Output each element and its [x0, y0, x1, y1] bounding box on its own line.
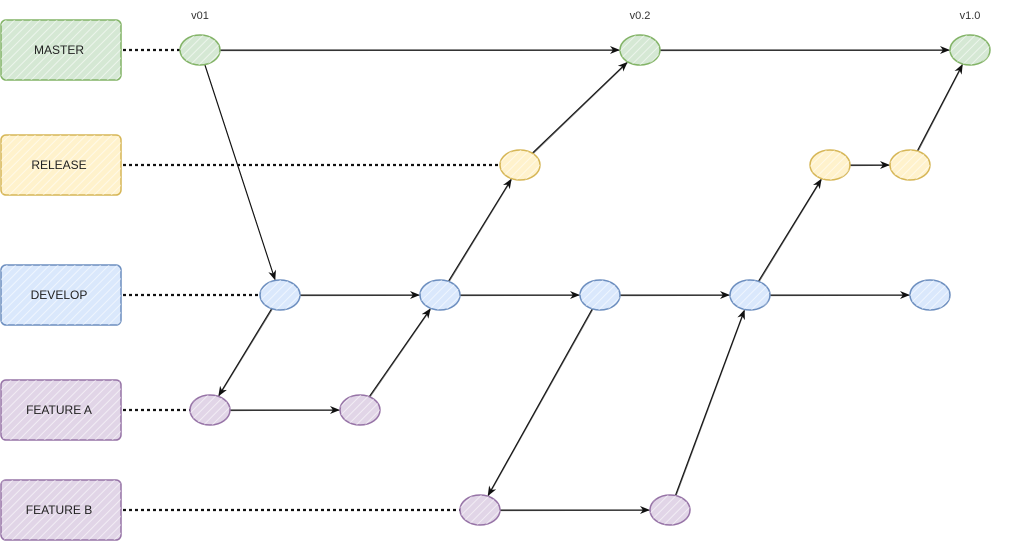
- edge-d1-fa1: [218, 308, 273, 397]
- version-tag: v1.0: [960, 10, 981, 22]
- commit-node-r1: [499, 149, 541, 181]
- edge-sketch-stroke: [448, 179, 512, 283]
- commit-hatch: [420, 280, 460, 310]
- edge-sketch-stroke: [218, 309, 273, 397]
- commit-hatch: [180, 35, 220, 65]
- branch-label-text: FEATURE B: [26, 503, 92, 517]
- commit-node-r2: [809, 149, 851, 181]
- tag-label-layer: v01 v0.2 v1.0: [191, 10, 980, 22]
- edge-fa2-d2: [368, 308, 431, 398]
- commit-hatch: [580, 280, 620, 310]
- commit-hatch: [500, 150, 540, 180]
- branch-label-text: MASTER: [34, 43, 84, 57]
- commit-node-m1: [179, 34, 221, 66]
- commit-edge-layer: [204, 46, 963, 514]
- commit-node-d4: [729, 279, 771, 311]
- edge-sketch-stroke: [532, 62, 628, 155]
- edge-d2-r1: [447, 178, 512, 282]
- version-tag: v0.2: [630, 10, 651, 22]
- edge-fb2-d4: [674, 309, 745, 496]
- commit-hatch: [950, 35, 990, 65]
- commit-hatch: [890, 150, 930, 180]
- branch-label-text: FEATURE A: [26, 403, 92, 417]
- commit-node-fa1: [189, 394, 231, 426]
- branch-label-develop: DEVELOP: [0, 264, 122, 326]
- commit-node-m2: [619, 34, 661, 66]
- edge-d3-fb1: [487, 308, 593, 497]
- edge-r1-m2: [531, 61, 628, 154]
- commit-node-fb2: [649, 494, 691, 526]
- branch-label-text: DEVELOP: [31, 288, 88, 302]
- commit-hatch: [910, 280, 950, 310]
- commit-node-d2: [419, 279, 461, 311]
- branch-label-master: MASTER: [0, 19, 122, 81]
- edge-sketch-stroke: [369, 309, 431, 398]
- branch-box-hatch: [1, 265, 121, 325]
- branch-label-feature-b: FEATURE B: [0, 479, 122, 541]
- branch-label-feature-a: FEATURE A: [0, 379, 122, 441]
- edge-sketch-stroke: [917, 65, 963, 152]
- commit-hatch: [190, 395, 230, 425]
- branch-connector-layer: [123, 48, 500, 512]
- commit-node-d3: [579, 279, 621, 311]
- edge-sketch-stroke: [205, 65, 276, 281]
- commit-hatch: [650, 495, 690, 525]
- edge-d4-r2: [757, 178, 822, 282]
- commit-node-d1: [259, 279, 301, 311]
- edge-sketch-stroke: [488, 309, 594, 497]
- branch-label-text: RELEASE: [31, 158, 86, 172]
- branch-box-hatch: [1, 135, 121, 195]
- commit-hatch: [460, 495, 500, 525]
- branch-label-layer: MASTER RELEASE DEVELOP FEATURE A FEATURE B: [0, 19, 122, 541]
- commit-hatch: [260, 280, 300, 310]
- edge-r3-m3: [916, 63, 963, 152]
- branch-label-release: RELEASE: [0, 134, 122, 196]
- commit-hatch: [340, 395, 380, 425]
- edge-sketch-stroke: [758, 179, 822, 283]
- commit-node-d5: [909, 279, 951, 311]
- commit-hatch: [730, 280, 770, 310]
- commit-hatch: [810, 150, 850, 180]
- version-tag: v01: [191, 10, 209, 22]
- commit-node-layer: [179, 34, 991, 526]
- branch-box-hatch: [1, 480, 121, 540]
- commit-node-m3: [949, 34, 991, 66]
- commit-node-fb1: [459, 494, 501, 526]
- edge-sketch-stroke: [675, 310, 745, 497]
- commit-node-r3: [889, 149, 931, 181]
- branch-box-hatch: [1, 20, 121, 80]
- commit-node-fa2: [339, 394, 381, 426]
- branch-box-hatch: [1, 380, 121, 440]
- commit-hatch: [620, 35, 660, 65]
